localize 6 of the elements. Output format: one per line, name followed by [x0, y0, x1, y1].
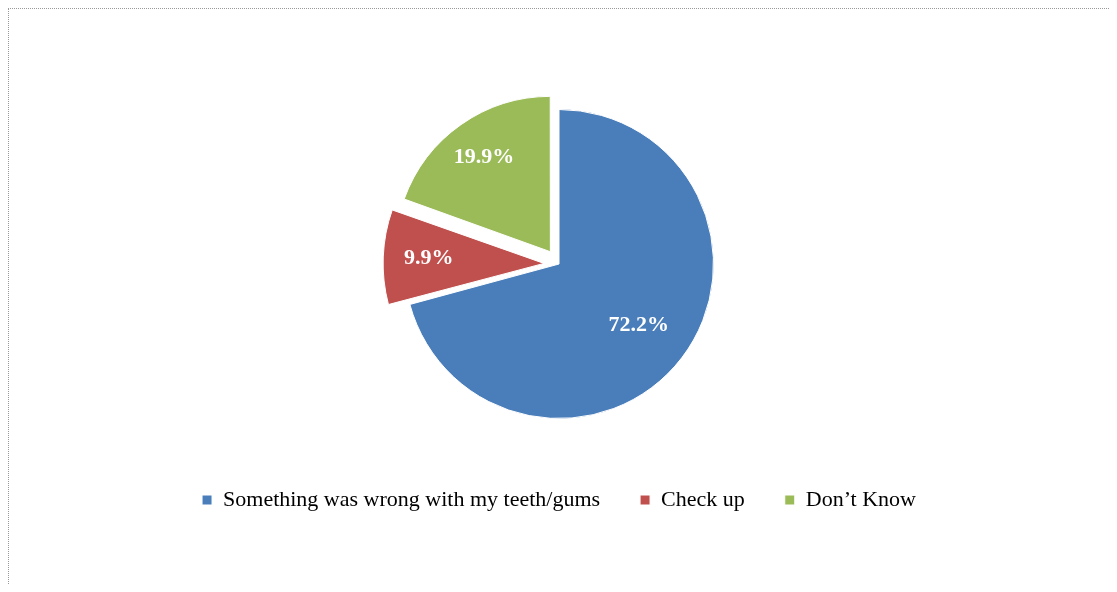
data-label: 72.2%: [608, 310, 670, 336]
data-label: 9.9%: [403, 244, 454, 270]
data-label: 19.9%: [453, 143, 515, 168]
legend-label: Check up: [661, 485, 745, 511]
legend-label: Don’t Know: [805, 485, 917, 511]
legend-label: Something was wrong with my teeth/gums: [223, 485, 601, 511]
